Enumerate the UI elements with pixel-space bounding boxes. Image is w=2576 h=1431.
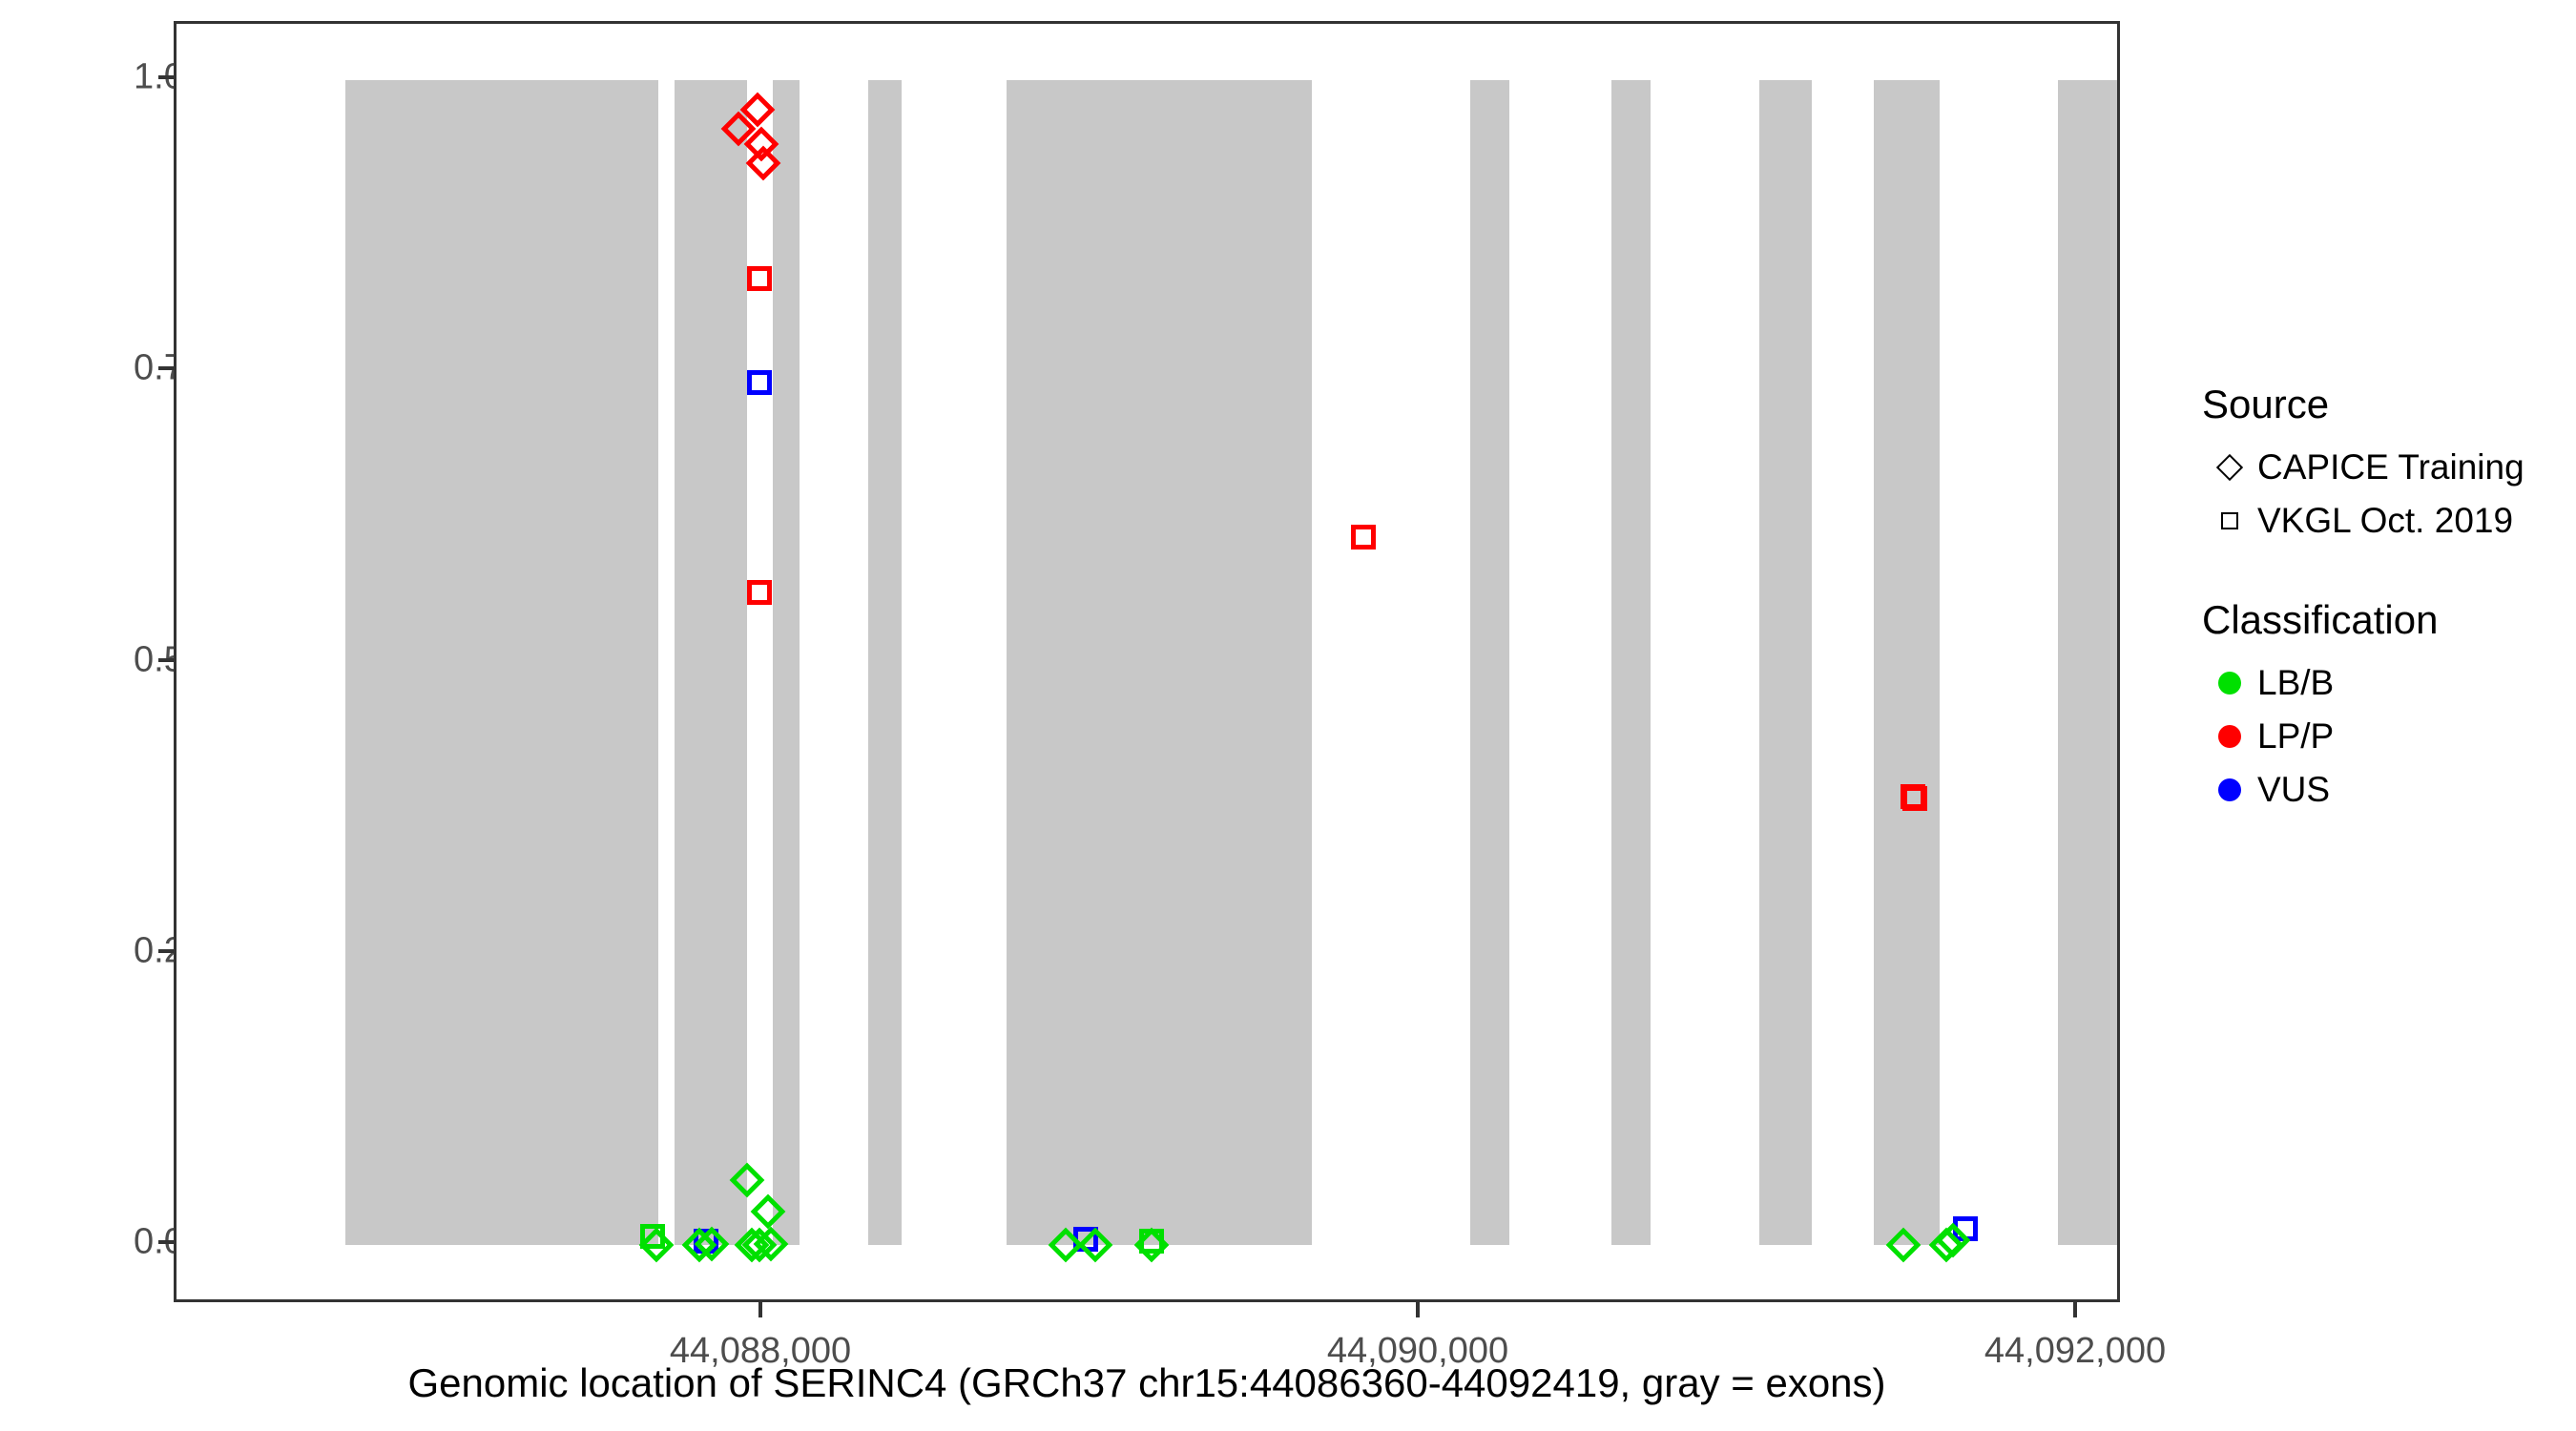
data-point	[1901, 786, 1927, 812]
legend-item-lbb[interactable]: LB/B	[2202, 656, 2565, 710]
legend-group-source: Source CAPICE Training VKGL Oct. 2019	[2202, 382, 2565, 548]
y-tick-mark	[158, 366, 174, 371]
legend-title-source: Source	[2202, 382, 2330, 426]
y-tick-mark	[158, 75, 174, 79]
legend-label-lpp: LP/P	[2257, 716, 2335, 756]
data-point	[746, 580, 772, 606]
legend-item-vkgl[interactable]: VKGL Oct. 2019	[2202, 494, 2565, 548]
exon-band	[773, 80, 800, 1245]
exon-band	[1610, 80, 1652, 1245]
legend: Source CAPICE Training VKGL Oct. 2019 Cl…	[2202, 382, 2565, 866]
legend-title-classification: Classification	[2202, 597, 2439, 642]
data-point	[694, 1229, 719, 1255]
x-tick-mark	[758, 1302, 762, 1317]
plot-panel	[174, 21, 2120, 1302]
y-tick-mark	[158, 657, 174, 662]
exon-band	[868, 80, 902, 1245]
data-point	[640, 1224, 666, 1250]
dot-icon-vus	[2202, 778, 2257, 801]
plot-area	[177, 24, 2117, 1299]
legend-item-vus[interactable]: VUS	[2202, 763, 2565, 817]
data-point	[1072, 1226, 1098, 1252]
exon-band	[1758, 80, 1812, 1245]
exon-band	[1006, 80, 1313, 1245]
data-point	[1138, 1229, 1164, 1255]
legend-label-vus: VUS	[2257, 770, 2331, 809]
exon-band	[1874, 80, 1941, 1245]
x-tick-label: 44,088,000	[669, 1331, 852, 1371]
data-point	[746, 265, 772, 291]
legend-label-lbb: LB/B	[2257, 663, 2335, 702]
legend-label-capice-training: CAPICE Training	[2257, 447, 2524, 487]
y-tick-mark	[158, 948, 174, 953]
exon-band	[674, 80, 747, 1245]
legend-item-capice-training[interactable]: CAPICE Training	[2202, 441, 2565, 494]
dot-icon-lpp	[2202, 725, 2257, 748]
diamond-icon	[2202, 453, 2257, 482]
x-tick-mark	[2073, 1302, 2077, 1317]
x-tick-label: 44,090,000	[1326, 1331, 1509, 1371]
exon-band	[1469, 80, 1509, 1245]
y-tick-mark	[158, 1240, 174, 1244]
dot-icon-lbb	[2202, 672, 2257, 695]
legend-item-lpp[interactable]: LP/P	[2202, 710, 2565, 763]
x-tick-label: 44,092,000	[1984, 1331, 2167, 1371]
data-point	[1351, 524, 1377, 550]
exon-band	[2058, 80, 2117, 1245]
data-point	[746, 370, 772, 396]
data-point	[1952, 1215, 1978, 1241]
x-tick-mark	[1416, 1302, 1420, 1317]
exon-band	[345, 80, 658, 1245]
square-icon	[2202, 512, 2257, 529]
x-axis-label: Genomic location of SERINC4 (GRCh37 chr1…	[407, 1360, 1886, 1405]
legend-group-classification: Classification LB/B LP/P VUS	[2202, 597, 2565, 817]
legend-label-vkgl: VKGL Oct. 2019	[2257, 501, 2514, 540]
